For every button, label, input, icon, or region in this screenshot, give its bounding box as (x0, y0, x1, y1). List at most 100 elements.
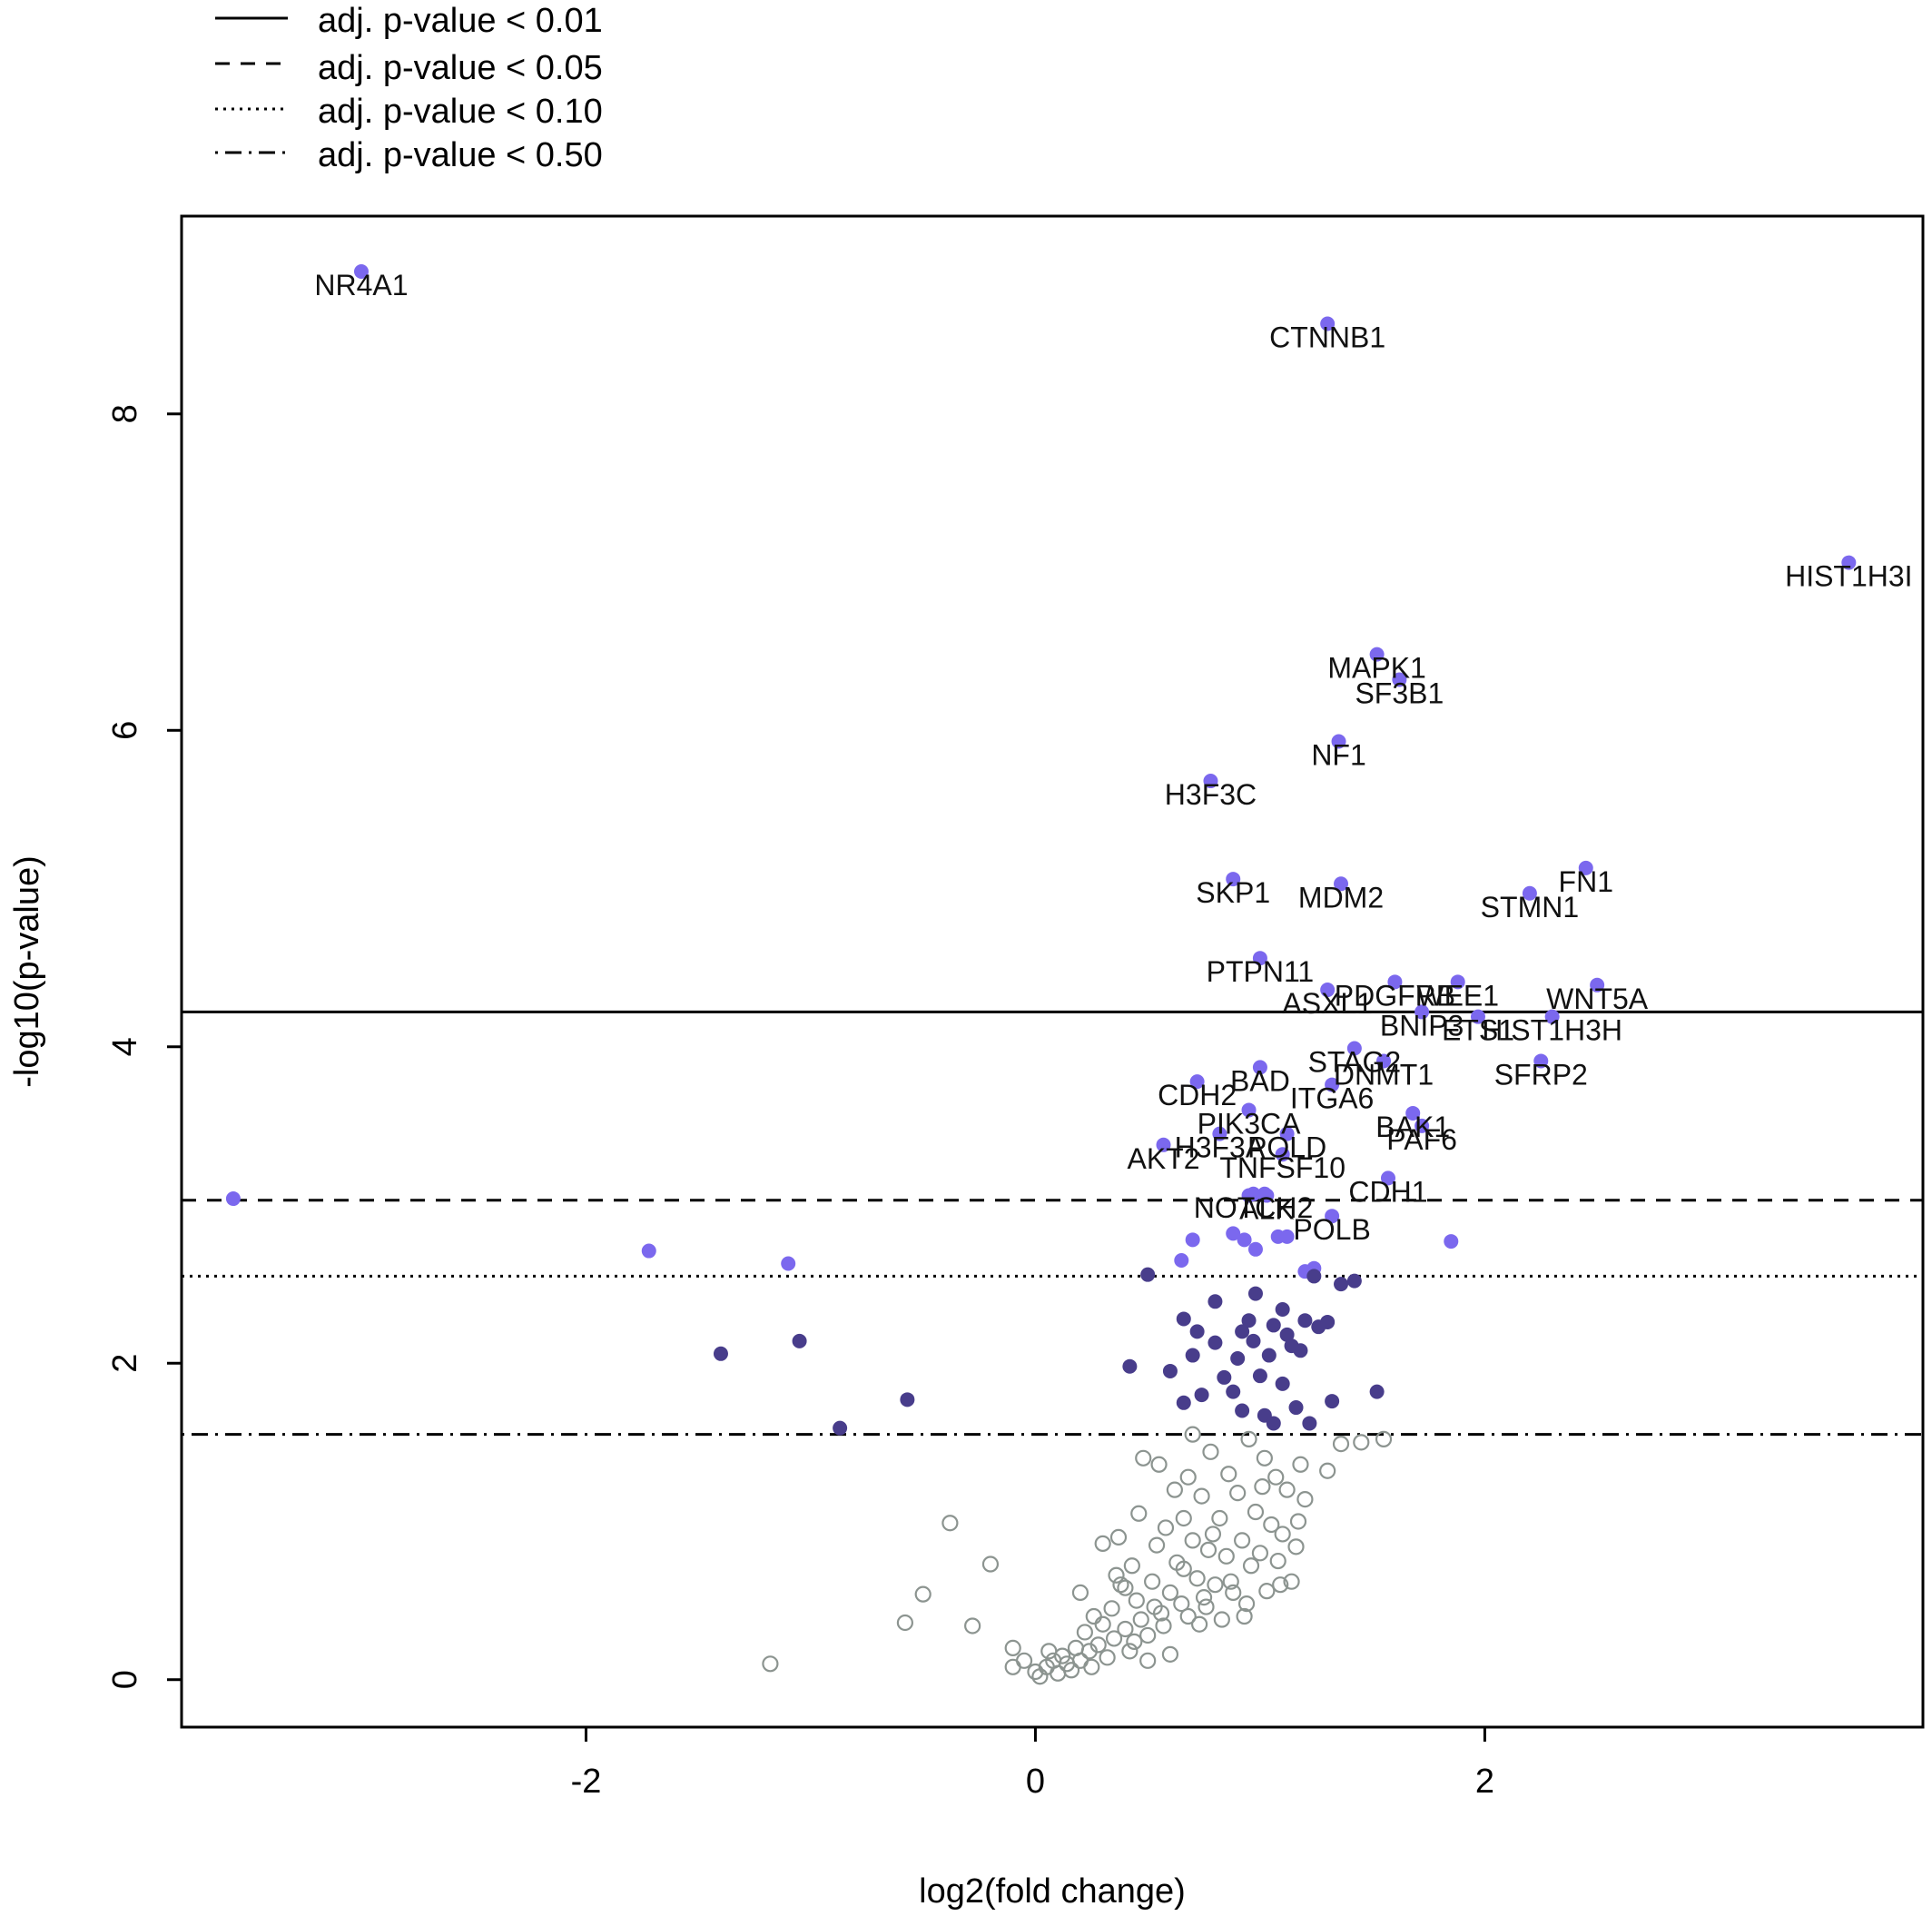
gene-label: SF3B1 (1355, 677, 1444, 710)
gene-label: ITGA6 (1290, 1082, 1374, 1115)
point-labeled (1544, 1009, 1560, 1024)
point-moderate (1235, 1403, 1250, 1418)
gene-label: MAPK1 (1327, 652, 1425, 685)
point-labeled (1387, 974, 1403, 990)
x-tick-label: 0 (1026, 1763, 1045, 1801)
gene-label: STAG2 (1308, 1046, 1402, 1079)
point-nonsignificant (1274, 1526, 1291, 1543)
point-labeled (1369, 647, 1385, 662)
point-nonsignificant (1004, 1639, 1021, 1656)
y-axis: 0 2 4 6 8 (106, 404, 182, 1689)
point-significant (1279, 1229, 1295, 1244)
legend-entry-1: adj. p-value < 0.05 (318, 49, 603, 87)
point-moderate (1302, 1416, 1317, 1431)
point-labeled (1320, 316, 1336, 331)
point-labeled (353, 263, 369, 279)
point-labeled (1325, 1077, 1340, 1092)
point-nonsignificant (1083, 1658, 1100, 1675)
point-significant (1247, 1241, 1263, 1257)
point-labeled (1320, 983, 1336, 998)
gene-label: CTNNB1 (1269, 321, 1385, 353)
point-nonsignificant (762, 1655, 779, 1673)
point-nonsignificant (1319, 1462, 1336, 1479)
point-nonsignificant (1108, 1566, 1125, 1584)
point-labeled (1331, 734, 1346, 749)
point-nonsignificant (1191, 1615, 1208, 1633)
point-nonsignificant (1050, 1664, 1067, 1682)
point-nonsignificant (1117, 1579, 1134, 1596)
point-labeled (1259, 1188, 1275, 1203)
point-labeled (1841, 555, 1857, 570)
gene-label: MDM2 (1298, 881, 1384, 914)
point-labeled (1346, 1041, 1362, 1056)
point-nonsignificant (1094, 1535, 1111, 1552)
point-moderate (1252, 1368, 1267, 1384)
y-tick-label: 0 (106, 1670, 144, 1689)
gene-label: H3F3C (1165, 778, 1257, 811)
point-nonsignificant (1217, 1547, 1235, 1565)
gene-label: DNMT1 (1334, 1058, 1434, 1091)
point-nonsignificant (1121, 1643, 1138, 1660)
point-moderate (1230, 1351, 1246, 1367)
point-significant (225, 1191, 241, 1207)
point-nonsignificant (964, 1617, 981, 1635)
point-nonsignificant (1283, 1573, 1300, 1590)
point-nonsignificant (1287, 1538, 1305, 1556)
point-nonsignificant (1267, 1468, 1285, 1486)
point-nonsignificant (1184, 1532, 1201, 1549)
point-nonsignificant (1179, 1468, 1197, 1486)
point-labeled (1405, 1105, 1421, 1121)
point-significant (1174, 1252, 1189, 1268)
point-moderate (1334, 1277, 1349, 1292)
point-labeled (1578, 860, 1593, 875)
point-moderate (1241, 1313, 1257, 1328)
point-moderate (1208, 1335, 1223, 1350)
gene-label: HIST1H3I (1785, 560, 1912, 593)
gene-label: WEE1 (1416, 979, 1499, 1012)
data-points (225, 263, 1857, 1685)
point-nonsignificant (1112, 1576, 1129, 1594)
gene-label: POLB (1293, 1213, 1370, 1246)
y-tick-label: 8 (106, 404, 144, 423)
point-moderate (1176, 1311, 1191, 1327)
point-nonsignificant (1128, 1592, 1145, 1609)
point-moderate (833, 1420, 848, 1436)
point-nonsignificant (1071, 1584, 1089, 1601)
point-nonsignificant (1175, 1560, 1192, 1577)
gene-label: NR4A1 (314, 269, 408, 301)
point-nonsignificant (1130, 1505, 1148, 1522)
gene-label: PTPN11 (1207, 955, 1315, 988)
point-labeled (1590, 977, 1605, 993)
point-nonsignificant (1139, 1652, 1157, 1669)
point-nonsignificant (1166, 1481, 1183, 1498)
point-nonsignificant (1332, 1436, 1350, 1453)
gene-label: CDH1 (1348, 1175, 1427, 1208)
point-nonsignificant (1236, 1607, 1253, 1625)
point-nonsignificant (1225, 1584, 1242, 1601)
gene-label: CDH2 (1158, 1079, 1237, 1111)
point-labeled (1533, 1053, 1549, 1069)
point-nonsignificant (1188, 1570, 1206, 1587)
point-labeled (1279, 1126, 1295, 1141)
point-nonsignificant (1353, 1434, 1370, 1451)
point-labeled (1203, 774, 1218, 789)
point-moderate (713, 1346, 728, 1361)
point-significant (1226, 1226, 1241, 1241)
point-nonsignificant (1175, 1509, 1192, 1527)
point-nonsignificant (1254, 1478, 1271, 1496)
gene-label: FN1 (1559, 865, 1613, 898)
point-moderate (1226, 1384, 1241, 1399)
point-moderate (1140, 1267, 1156, 1282)
point-labeled (1275, 1147, 1290, 1162)
point-nonsignificant (1089, 1636, 1107, 1654)
x-tick-label: -2 (571, 1763, 602, 1801)
point-nonsignificant (1202, 1443, 1219, 1460)
point-moderate (1185, 1348, 1200, 1363)
gene-label: SKP1 (1196, 876, 1270, 909)
point-nonsignificant (1204, 1526, 1222, 1543)
point-nonsignificant (1195, 1589, 1213, 1606)
point-nonsignificant (1251, 1545, 1269, 1562)
point-moderate (1284, 1338, 1299, 1354)
